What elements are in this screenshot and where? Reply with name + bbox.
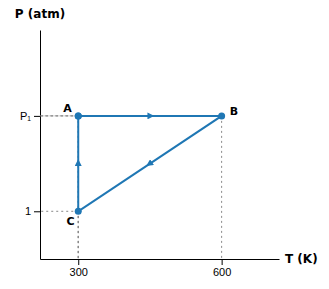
- x-tick-label: 300: [70, 266, 88, 278]
- point: [75, 112, 82, 119]
- plot-area: [40, 112, 225, 259]
- x-tick: 300: [70, 259, 88, 278]
- x-axis: 300 600: [41, 259, 280, 278]
- y-tick: 1: [25, 205, 40, 217]
- point-label: A: [63, 102, 72, 115]
- drop-line: [40, 211, 78, 212]
- x-axis-line: [41, 259, 280, 260]
- y-axis: 1 P₁: [20, 31, 41, 260]
- x-tick: 600: [213, 259, 231, 278]
- drop-line: [40, 115, 78, 116]
- y-tick: P₁: [20, 110, 40, 122]
- cycle-line: [78, 116, 221, 211]
- direction-arrow: [78, 163, 79, 165]
- chart: 300 600 1 P₁ P (atm) T (K) A B C: [0, 0, 329, 289]
- y-axis-label: P (atm): [15, 7, 65, 21]
- direction-arrow: [149, 163, 151, 164]
- y-tick-label: 1: [25, 205, 31, 217]
- x-tick-label: 600: [213, 266, 231, 278]
- x-axis-label: T (K): [285, 252, 318, 266]
- point: [75, 112, 82, 119]
- direction-arrow: [149, 115, 151, 116]
- y-axis-line: [40, 31, 41, 260]
- x-tick-mark: [78, 259, 79, 265]
- drop-line: [221, 116, 222, 259]
- point-label: C: [66, 215, 74, 228]
- y-tick-label: P₁: [20, 110, 31, 122]
- point: [75, 208, 82, 215]
- y-tick-mark: [34, 116, 40, 117]
- x-tick-mark: [222, 259, 223, 265]
- chart-container: 300 600 1 P₁ P (atm) T (K) A B C: [0, 0, 329, 289]
- y-tick-mark: [34, 211, 40, 212]
- point: [218, 112, 225, 119]
- point-label: B: [230, 105, 238, 118]
